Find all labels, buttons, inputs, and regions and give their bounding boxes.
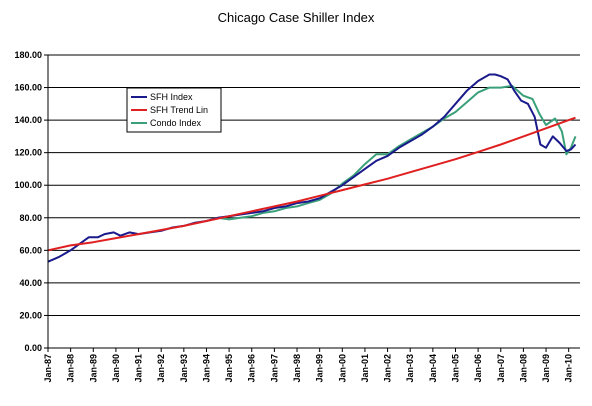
y-tick-label: 40.00 bbox=[19, 278, 42, 288]
series-line-sfh-trend-lin bbox=[47, 116, 576, 252]
legend-label: Condo Index bbox=[150, 118, 202, 128]
x-tick-label: Jan-87 bbox=[43, 354, 53, 383]
legend: SFH Index SFH Trend Lin Condo Index bbox=[126, 87, 222, 133]
x-tick-label: Jan-92 bbox=[156, 354, 166, 383]
legend-label: SFH Trend Lin bbox=[150, 105, 208, 115]
x-tick-label: Jan-98 bbox=[292, 354, 302, 383]
x-axis-ticks: Jan-87 Jan-88 Jan-89 Jan-90 Jan-91 Jan-92 Jan-… bbox=[43, 348, 574, 383]
x-tick-label: Jan-90 bbox=[111, 354, 121, 383]
series-line-sfh-index bbox=[47, 73, 577, 263]
x-tick-label: Jan-05 bbox=[450, 354, 460, 383]
x-tick-label: Jan-93 bbox=[179, 354, 189, 383]
y-tick-label: 160.00 bbox=[14, 83, 42, 93]
legend-label: SFH Index bbox=[150, 92, 193, 102]
y-tick-label: 100.00 bbox=[14, 180, 42, 190]
x-tick-label: Jan-97 bbox=[269, 354, 279, 383]
x-tick-label: Jan-99 bbox=[315, 354, 325, 383]
x-tick-label: Jan-01 bbox=[360, 354, 370, 383]
x-tick-label: Jan-07 bbox=[496, 354, 506, 383]
x-tick-label: Jan-03 bbox=[405, 354, 415, 383]
y-tick-label: 120.00 bbox=[14, 148, 42, 158]
x-tick-label: Jan-09 bbox=[541, 354, 551, 383]
x-tick-label: Jan-06 bbox=[473, 354, 483, 383]
x-tick-label: Jan-04 bbox=[428, 354, 438, 383]
x-tick-label: Jan-10 bbox=[564, 354, 574, 383]
x-tick-label: Jan-02 bbox=[383, 354, 393, 383]
y-tick-label: 180.00 bbox=[14, 50, 42, 60]
x-tick-label: Jan-00 bbox=[337, 354, 347, 383]
chart-title: Chicago Case Shiller Index bbox=[218, 10, 375, 25]
x-tick-label: Jan-91 bbox=[134, 354, 144, 383]
axes bbox=[47, 55, 580, 349]
x-tick-label: Jan-94 bbox=[201, 354, 211, 383]
x-tick-label: Jan-08 bbox=[518, 354, 528, 383]
y-tick-label: 140.00 bbox=[14, 115, 42, 125]
x-tick-label: Jan-88 bbox=[66, 354, 76, 383]
y-tick-label: 60.00 bbox=[19, 245, 42, 255]
y-axis-ticks: 0.00 20.00 40.00 60.00 80.00 100.00 120.00 140.… bbox=[14, 50, 48, 353]
x-tick-label: Jan-96 bbox=[247, 354, 257, 383]
x-tick-label: Jan-95 bbox=[224, 354, 234, 383]
y-tick-label: 80.00 bbox=[19, 213, 42, 223]
series-line-condo-index bbox=[217, 84, 577, 221]
series-lines bbox=[47, 73, 577, 263]
y-tick-label: 0.00 bbox=[24, 343, 42, 353]
x-tick-label: Jan-89 bbox=[88, 354, 98, 383]
y-tick-label: 20.00 bbox=[19, 310, 42, 320]
